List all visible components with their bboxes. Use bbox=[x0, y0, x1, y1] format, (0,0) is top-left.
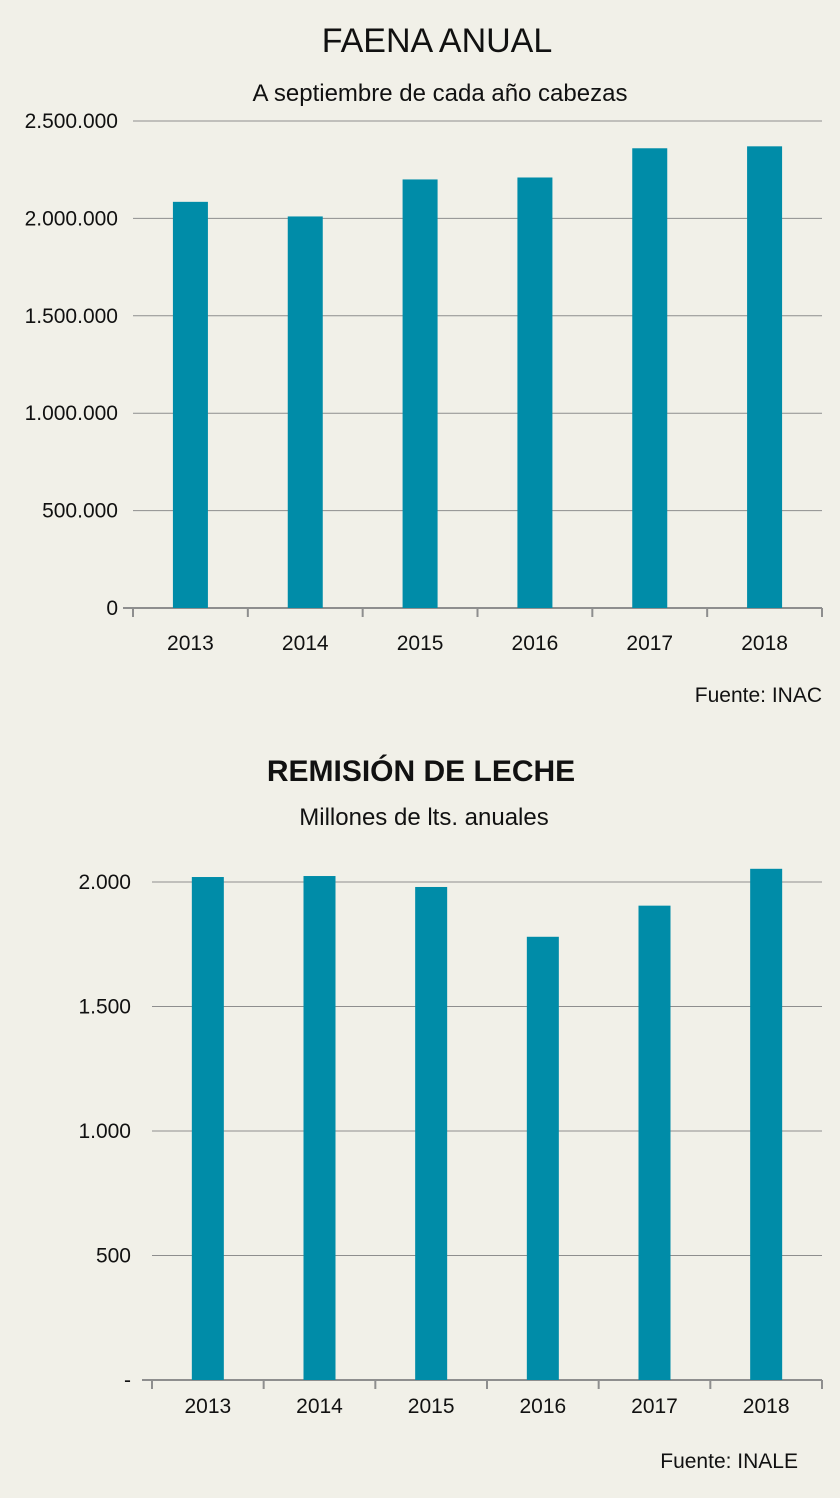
y-tick-label: 0 bbox=[106, 597, 118, 620]
bar-2013 bbox=[191, 877, 224, 1380]
bar-2018 bbox=[747, 146, 783, 608]
faena-chart: FAENA ANUAL A septiembre de cada año cab… bbox=[25, 22, 823, 707]
y-tick-label: 500 bbox=[96, 1245, 131, 1268]
y-tick-label: 1.500.000 bbox=[25, 305, 118, 328]
bar-2016 bbox=[517, 177, 553, 608]
chart-subtitle: A septiembre de cada año cabezas bbox=[253, 80, 628, 107]
x-tick-label: 2013 bbox=[167, 632, 214, 655]
x-tick-label: 2013 bbox=[184, 1395, 231, 1418]
y-tick-label: 1.000 bbox=[78, 1120, 131, 1143]
x-tick-label: 2017 bbox=[626, 632, 673, 655]
y-tick-label: 2.500.000 bbox=[25, 110, 118, 133]
x-tick-label: 2017 bbox=[631, 1395, 678, 1418]
chart-title: REMISIÓN DE LECHE bbox=[267, 754, 575, 788]
x-tick-label: 2016 bbox=[519, 1395, 566, 1418]
x-tick-label: 2014 bbox=[282, 632, 329, 655]
bar-2013 bbox=[172, 201, 208, 609]
y-tick-label: 2.000 bbox=[78, 871, 131, 894]
bar-2015 bbox=[415, 886, 448, 1380]
x-tick-label: 2018 bbox=[741, 632, 788, 655]
bar-2017 bbox=[632, 148, 668, 608]
y-tick-label: 2.000.000 bbox=[25, 207, 118, 230]
chart-source: Fuente: INAC bbox=[695, 684, 822, 707]
x-tick-label: 2014 bbox=[296, 1395, 343, 1418]
bar-2014 bbox=[287, 216, 323, 608]
y-tick-label: - bbox=[124, 1369, 131, 1392]
chart-source: Fuente: INALE bbox=[660, 1450, 798, 1473]
x-tick-label: 2015 bbox=[397, 632, 444, 655]
bar-2016 bbox=[526, 936, 559, 1380]
y-tick-label: 500.000 bbox=[42, 500, 118, 523]
bar-2014 bbox=[303, 876, 336, 1380]
leche-chart: REMISIÓN DE LECHE Millones de lts. anual… bbox=[78, 754, 823, 1473]
x-tick-label: 2015 bbox=[408, 1395, 455, 1418]
chart-title: FAENA ANUAL bbox=[322, 22, 553, 60]
bar-2018 bbox=[750, 868, 783, 1380]
x-tick-label: 2016 bbox=[512, 632, 559, 655]
y-tick-label: 1.500 bbox=[78, 996, 131, 1019]
bar-2017 bbox=[638, 905, 671, 1380]
y-tick-label: 1.000.000 bbox=[25, 402, 118, 425]
bar-2015 bbox=[402, 179, 438, 608]
x-tick-label: 2018 bbox=[743, 1395, 790, 1418]
chart-subtitle: Millones de lts. anuales bbox=[299, 804, 548, 831]
